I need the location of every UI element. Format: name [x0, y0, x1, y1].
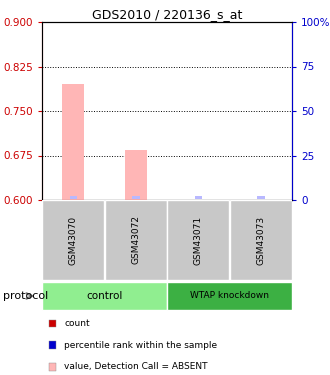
- Bar: [194, 196, 202, 200]
- Bar: [105, 200, 167, 280]
- Text: control: control: [86, 291, 123, 301]
- Text: percentile rank within the sample: percentile rank within the sample: [64, 340, 217, 350]
- Bar: [132, 196, 140, 200]
- Text: GSM43073: GSM43073: [256, 215, 265, 265]
- Bar: [70, 196, 77, 200]
- Text: GSM43070: GSM43070: [69, 215, 78, 265]
- Text: GSM43071: GSM43071: [194, 215, 203, 265]
- Text: value, Detection Call = ABSENT: value, Detection Call = ABSENT: [64, 362, 208, 371]
- Bar: [42, 200, 104, 280]
- Text: GSM43072: GSM43072: [131, 216, 140, 264]
- Title: GDS2010 / 220136_s_at: GDS2010 / 220136_s_at: [92, 8, 242, 21]
- Bar: [42, 282, 167, 310]
- Bar: [62, 84, 84, 200]
- Bar: [230, 200, 292, 280]
- Text: protocol: protocol: [3, 291, 49, 301]
- Bar: [257, 196, 265, 200]
- Bar: [167, 200, 229, 280]
- Text: count: count: [64, 319, 90, 328]
- Text: WTAP knockdown: WTAP knockdown: [190, 291, 269, 300]
- Bar: [167, 282, 292, 310]
- Bar: [125, 150, 147, 200]
